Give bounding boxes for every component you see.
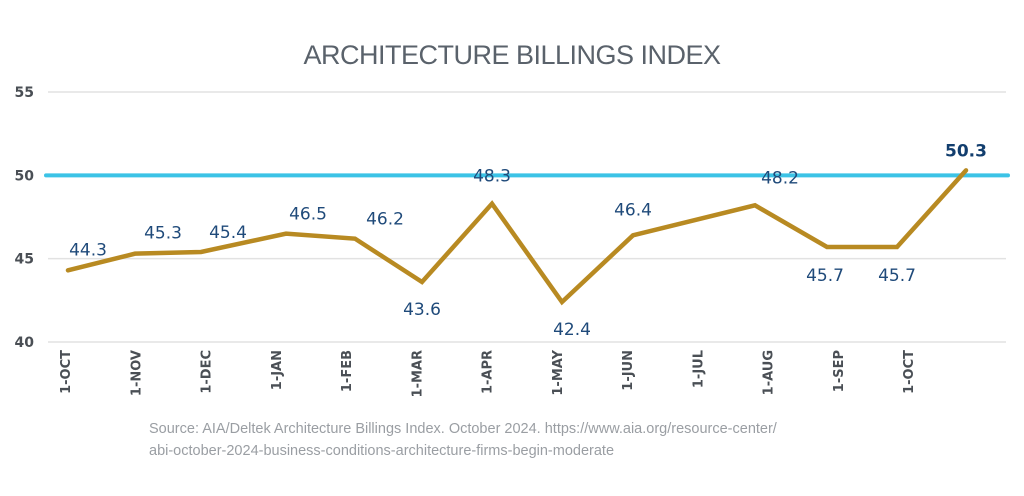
x-tick-label: 1-JUL [691,350,706,388]
data-label: 48.3 [473,167,511,187]
data-label: 43.6 [403,300,441,320]
chart-title: ARCHITECTURE BILLINGS INDEX [303,40,721,70]
x-tick-label: 1-DEC [200,350,215,394]
y-tick-label: 55 [15,85,34,101]
x-tick-label: 1-OCT [59,350,74,394]
source-line-1: Source: AIA/Deltek Architecture Billings… [149,421,777,437]
data-label: 46.4 [614,200,652,220]
y-tick-label: 45 [15,252,34,268]
x-tick-label: 1-NOV [129,350,144,396]
x-tick-label: 1-JAN [270,350,285,390]
source-line-2: abi-october-2024-business-conditions-arc… [149,443,615,459]
data-label: 45.7 [878,266,916,286]
y-axis: 40 45 50 55 [15,85,35,351]
x-tick-label: 1-MAY [551,349,566,395]
y-tick-label: 50 [15,168,35,184]
data-label: 45.4 [209,223,247,243]
data-labels: 44.3 45.3 45.4 46.5 46.2 43.6 48.3 42.4 46.4 48.2… [69,141,987,340]
x-tick-label: 1-SEP [832,350,847,392]
data-label: 50.3 [945,141,987,161]
gridlines [48,91,1006,343]
data-label: 44.3 [69,240,107,260]
x-tick-label: 1-APR [481,350,496,394]
x-tick-label: 1-OCT [902,350,917,394]
x-axis: 1-OCT 1-NOV 1-DEC 1-JAN 1-FEB 1-MAR 1-APR 1-MAY… [59,349,917,397]
data-label: 45.7 [806,266,844,286]
x-tick-label: 1-JUN [621,350,636,391]
data-label: 48.2 [761,168,799,188]
data-label: 45.3 [144,224,182,244]
data-label: 46.5 [289,205,327,225]
x-tick-label: 1-MAR [410,350,425,397]
data-label: 46.2 [366,210,404,230]
source-note: Source: AIA/Deltek Architecture Billings… [149,418,909,462]
y-tick-label: 40 [15,335,35,351]
abi-series-line [65,168,969,306]
x-tick-label: 1-FEB [340,350,355,392]
x-tick-label: 1-AUG [762,350,777,395]
data-label: 42.4 [553,320,591,340]
